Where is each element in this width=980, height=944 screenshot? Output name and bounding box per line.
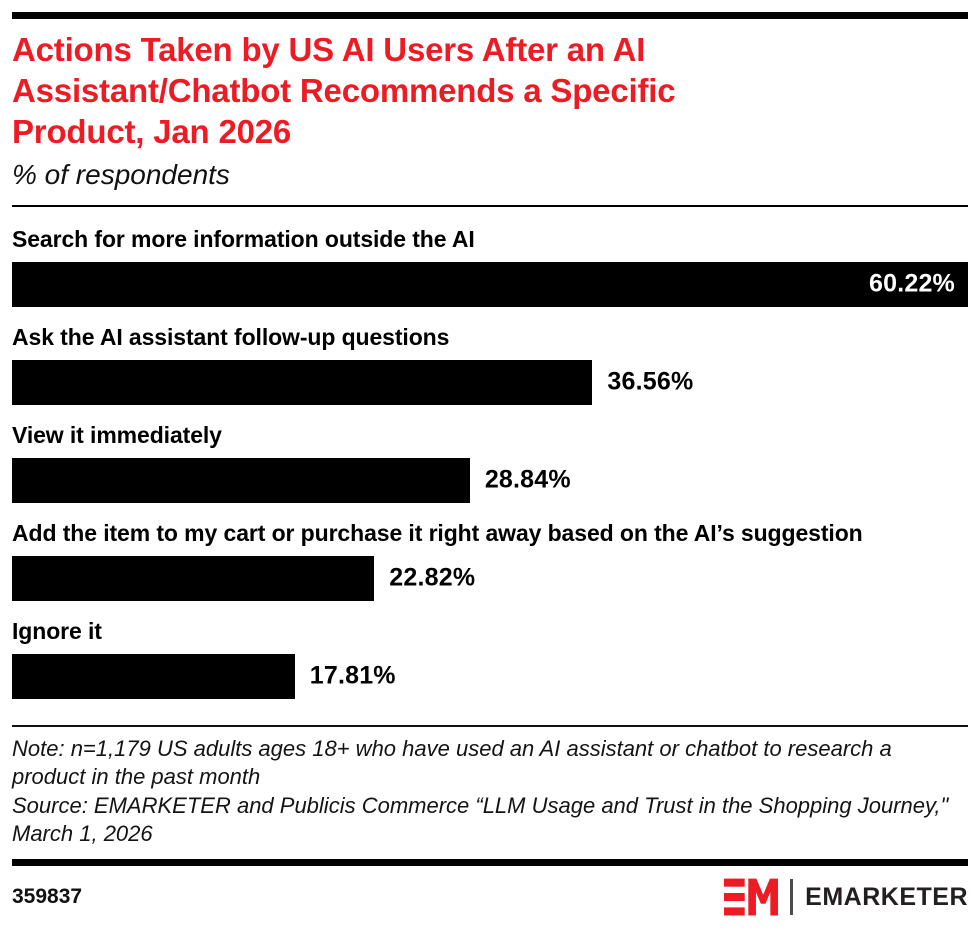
bar — [12, 653, 295, 699]
bar-value-label: 28.84% — [484, 465, 571, 494]
emarketer-wordmark: EMARKETER — [805, 882, 968, 911]
bar-track: 36.56% — [12, 359, 968, 405]
bar-value-label: 17.81% — [309, 661, 396, 690]
bar — [12, 359, 593, 405]
bar-chart: Search for more information outside the … — [12, 207, 968, 699]
top-rule — [12, 12, 968, 19]
logo-divider — [790, 879, 794, 916]
bar — [12, 261, 968, 307]
footnote-block: Note: n=1,179 US adults ages 18+ who hav… — [12, 724, 968, 849]
bottom-rule — [12, 858, 968, 866]
bar-category-label: View it immediately — [12, 421, 222, 448]
bar-track: 22.82% — [12, 555, 968, 601]
bar-value-label: 22.82% — [389, 563, 476, 592]
bar-row: Add the item to my cart or purchase it r… — [12, 519, 968, 601]
chart-title: Actions Taken by US AI Users After an AI… — [12, 31, 676, 150]
bar-category-label: Search for more information outside the … — [12, 225, 475, 252]
bar-row: Ignore it 17.81% — [12, 617, 968, 699]
note-text: Note: n=1,179 US adults ages 18+ who hav… — [12, 735, 892, 790]
bar-row: Search for more information outside the … — [12, 225, 968, 307]
bar-category-label: Add the item to my cart or purchase it r… — [12, 519, 863, 546]
bar-row: View it immediately 28.84% — [12, 421, 968, 503]
bar — [12, 457, 470, 503]
bar-value-label: 60.22% — [869, 269, 955, 298]
bar — [12, 555, 375, 601]
source-text: Source: EMARKETER and Publicis Commerce … — [12, 792, 949, 847]
emarketer-monogram-icon — [724, 878, 779, 917]
bar-track: 60.22% — [12, 261, 968, 307]
footer: 359837 EMARKETER — [12, 878, 968, 917]
bar-category-label: Ignore it — [12, 617, 102, 644]
bar-category-label: Ask the AI assistant follow-up questions — [12, 323, 450, 350]
bar-row: Ask the AI assistant follow-up questions… — [12, 323, 968, 405]
bar-value-label: 36.56% — [607, 367, 694, 396]
bar-track: 28.84% — [12, 457, 968, 503]
chart-subtitle: % of respondents — [12, 158, 230, 190]
emarketer-logo: EMARKETER — [724, 878, 968, 917]
footnote-divider — [12, 724, 968, 727]
chart-number: 359837 — [12, 885, 83, 909]
bar-track: 17.81% — [12, 653, 968, 699]
header-divider — [12, 204, 968, 207]
